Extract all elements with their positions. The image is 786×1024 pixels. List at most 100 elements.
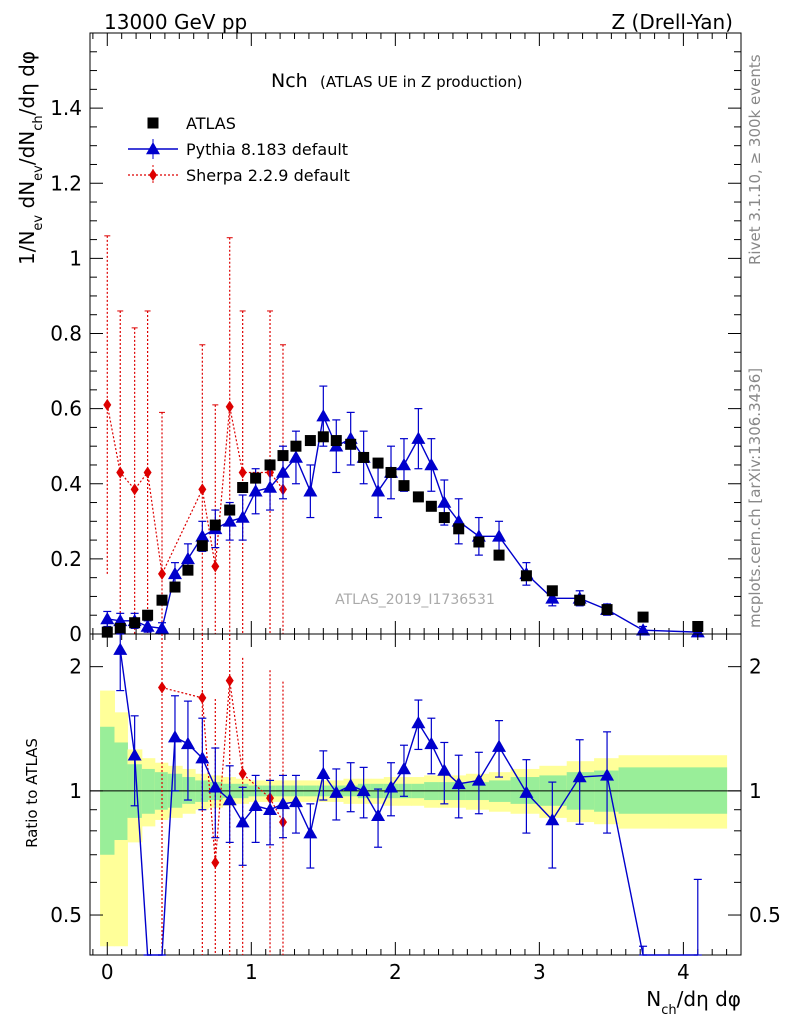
ratio-pythia-point — [356, 783, 371, 797]
band-inner — [141, 768, 156, 814]
atlas-point — [385, 466, 397, 478]
ratio-pythia-point — [384, 780, 399, 793]
ratio-pythia-point — [127, 748, 142, 761]
ratio-pythia-point — [471, 773, 486, 786]
legend: ATLAS Pythia 8.183 default Sherpa 2.2.9 de… — [128, 114, 350, 185]
atlas-point — [372, 457, 384, 469]
ratio-pythia-point — [437, 763, 452, 776]
sherpa-point — [103, 398, 112, 411]
legend-pythia-marker — [146, 142, 160, 155]
y-tick-label: 0.4 — [50, 472, 82, 496]
atlas-point — [169, 581, 181, 593]
atlas-point — [224, 504, 236, 516]
watermark: ATLAS_2019_I1736531 — [335, 592, 495, 608]
pythia-point — [275, 465, 290, 478]
sherpa-point — [116, 466, 125, 479]
y-tick-label: 1.2 — [50, 171, 82, 195]
pythia-point — [316, 409, 331, 422]
y-tick-label: 0.6 — [50, 397, 82, 421]
pythia-point — [140, 619, 155, 632]
x-tick-label: 4 — [677, 960, 690, 984]
sherpa-point — [211, 560, 220, 573]
ratio-sherpa-point — [158, 681, 167, 694]
pythia-point — [437, 495, 452, 508]
ratio-pythia-point — [235, 815, 250, 828]
y-tick-label: 0.8 — [50, 322, 82, 346]
ratio-pythia-point — [208, 780, 223, 793]
pythia-point — [195, 529, 210, 542]
sherpa-point — [143, 466, 152, 479]
atlas-point — [129, 617, 141, 629]
ratio-pythia-point — [519, 785, 534, 798]
ratio-pythia-point — [303, 826, 318, 839]
ratio-pythia-point — [451, 776, 466, 790]
atlas-point — [453, 523, 465, 535]
ratio-pythia-point — [288, 794, 303, 808]
atlas-point — [114, 622, 126, 634]
legend-label: Sherpa 2.2.9 default — [186, 166, 350, 185]
ratio-pythia-point — [167, 730, 182, 743]
ratio-pythia-point — [113, 642, 128, 655]
atlas-point — [277, 450, 289, 462]
atlas-point — [237, 482, 249, 494]
xlabel: Nch/dη dφ — [646, 987, 741, 1018]
x-tick-label: 2 — [389, 960, 402, 984]
ratio-y-tick-label: 0.5 — [50, 903, 82, 927]
pythia-point — [303, 484, 318, 497]
plot-title-main: Nch — [271, 70, 308, 92]
ratio-pythia-point — [329, 785, 344, 798]
main-ylabel: 1/Nev dNev/dNch/dη dφ — [15, 51, 46, 265]
atlas-point — [493, 549, 505, 561]
ratio-y-tick-label-right: 1 — [749, 779, 762, 803]
pythia-point — [636, 623, 651, 636]
ratio-pythia-line — [119, 649, 698, 956]
pythia-point — [424, 457, 439, 471]
rivet-label: Rivet 3.1.10, ≥ 300k events — [746, 54, 764, 265]
legend-label: Pythia 8.183 default — [186, 140, 348, 159]
legend-label: ATLAS — [186, 114, 236, 133]
ratio-sherpa-point — [225, 674, 234, 687]
atlas-point — [142, 609, 154, 621]
ratio-pythia-point — [396, 761, 411, 775]
ratio-y-tick-label-right: 2 — [749, 655, 762, 679]
ratio-pythia-point — [492, 739, 507, 752]
x-tick-label: 1 — [245, 960, 258, 984]
atlas-point — [546, 585, 558, 597]
atlas-point — [156, 594, 168, 606]
sherpa-point — [225, 400, 234, 413]
main-panel-ticks: 0 0.2 0.4 0.6 0.8 1 1.2 1.4 — [50, 32, 742, 646]
ratio-pythia-point — [545, 812, 560, 826]
ratio-pythia-point — [411, 716, 426, 729]
atlas-point — [101, 626, 113, 638]
atlas-point — [304, 435, 316, 447]
pythia-point — [235, 510, 250, 523]
ratio-pythia-point — [275, 796, 290, 810]
ratio-pythia-point — [180, 736, 195, 750]
y-tick-label: 1 — [69, 246, 82, 270]
atlas-point — [601, 604, 613, 616]
y-tick-label: 0 — [69, 622, 82, 646]
atlas-point — [438, 512, 450, 524]
pythia-point — [371, 484, 386, 497]
ratio-sherpa-point — [198, 691, 207, 704]
pythia-point — [222, 514, 237, 527]
atlas-point — [574, 594, 586, 606]
legend-sherpa-marker — [149, 169, 157, 181]
ratio-pythia-point — [263, 802, 278, 815]
x-tick-label: 3 — [533, 960, 546, 984]
ratio-ylabel: Ratio to ATLAS — [23, 738, 41, 848]
atlas-point — [209, 519, 221, 531]
ratio-pythia-point — [600, 768, 615, 781]
atlas-point — [358, 451, 370, 463]
main-sherpa-series — [103, 235, 287, 634]
atlas-point — [412, 491, 424, 503]
pythia-point — [288, 450, 303, 463]
atlas-point — [290, 440, 302, 452]
atlas-point — [196, 540, 208, 552]
ratio-pythia-series — [113, 633, 702, 956]
atlas-point — [264, 459, 276, 471]
atlas-point — [398, 480, 410, 492]
ratio-y-tick-label: 1 — [69, 779, 82, 803]
main-atlas-series — [101, 431, 704, 638]
